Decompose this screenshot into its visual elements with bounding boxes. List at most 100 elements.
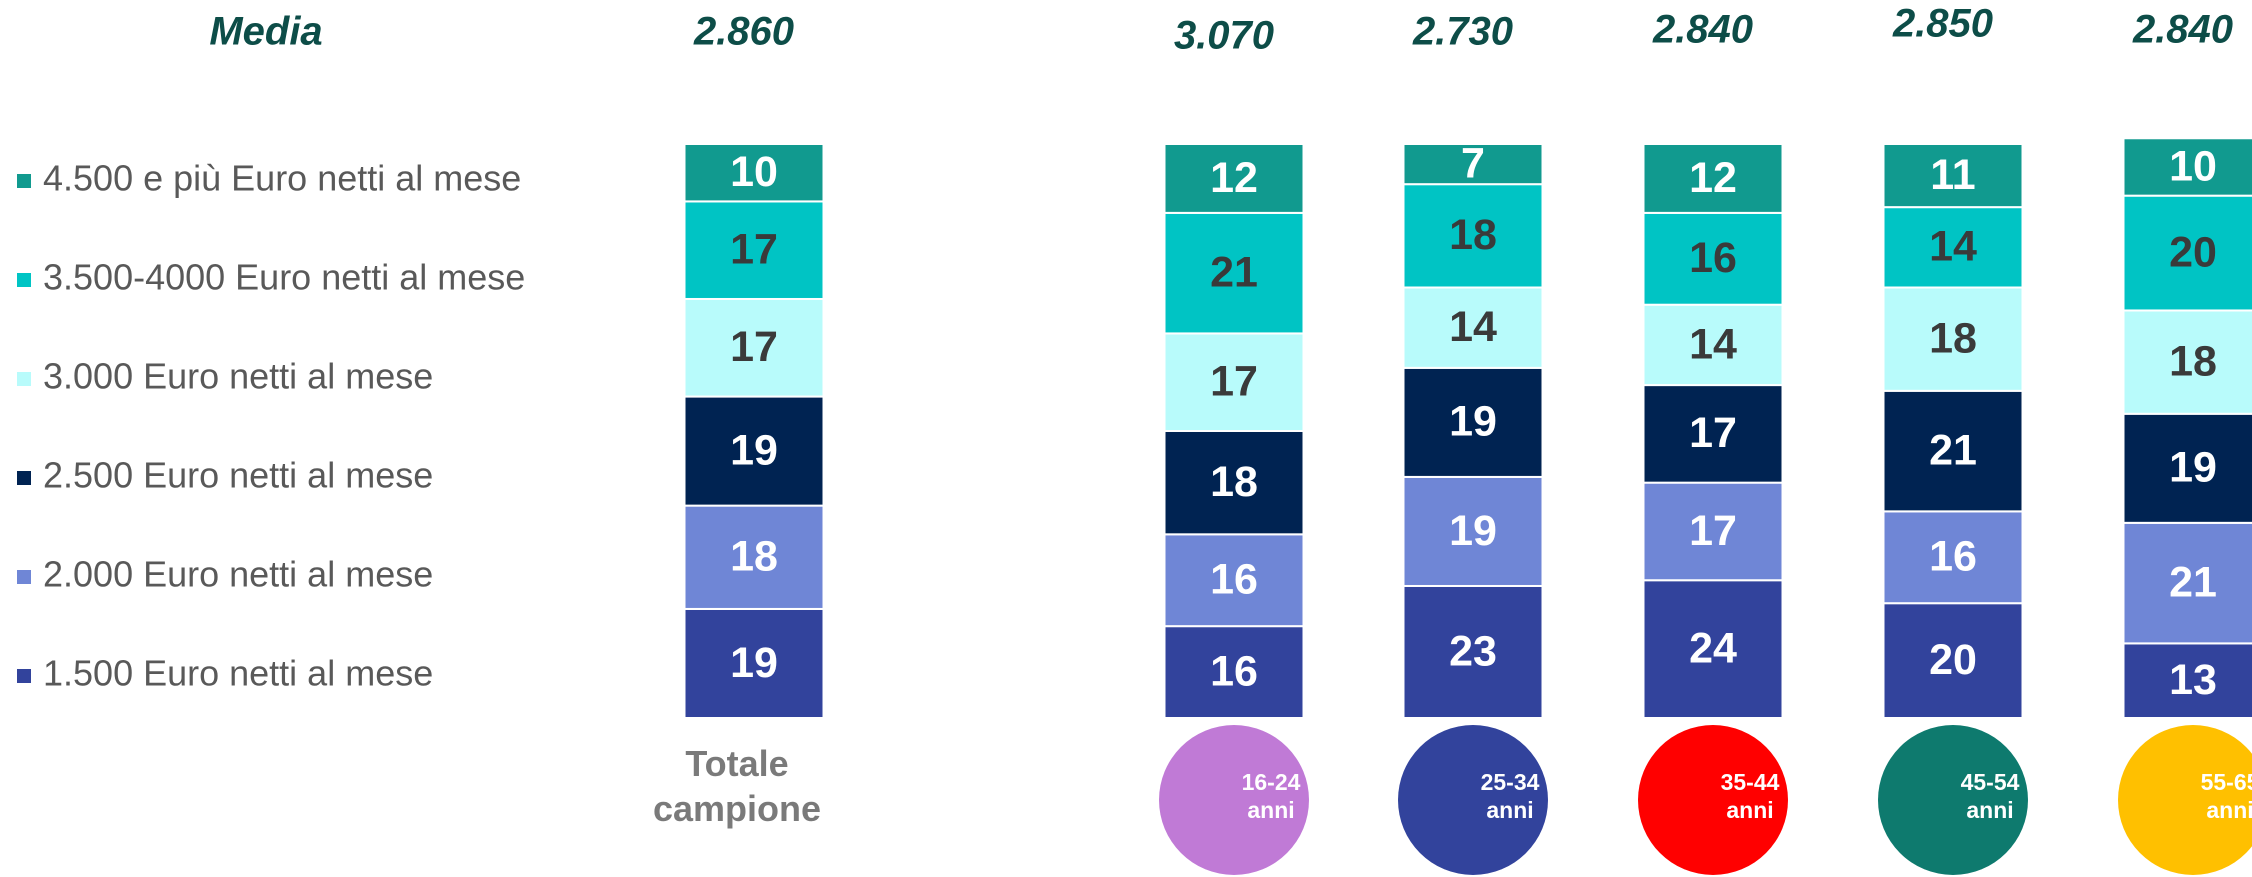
bar-label: 17 [730, 323, 778, 371]
bar-segment [1882, 206, 2024, 289]
category-label: 55-65anni [2201, 769, 2252, 823]
category-label: Totale campione [653, 743, 821, 829]
category-label: 16-24 anni [1242, 769, 1301, 823]
category-label: 35-44 anni [1721, 769, 1780, 823]
legend-label: 3.500-4000 Euro netti al mese [43, 257, 525, 298]
bar-segment [2122, 137, 2252, 197]
bar-segment [1402, 584, 1544, 719]
bar-segment [1882, 510, 2024, 605]
bar-segment [1642, 384, 1784, 484]
bar-label: 14 [1689, 320, 1737, 368]
bar-label: 21 [2169, 558, 2217, 606]
bar-segment [1882, 286, 2024, 392]
bar-segment [1163, 211, 1305, 335]
media-value: 2.840 [2132, 8, 2233, 52]
bar-segment [1882, 389, 2024, 513]
bar-segment [2122, 642, 2252, 720]
bar-label: 17 [1210, 358, 1258, 406]
bar-label: 19 [1449, 398, 1497, 446]
bar-label: 10 [730, 148, 778, 196]
bar-label: 23 [1449, 627, 1497, 675]
bar-segment [683, 143, 825, 203]
legend-label: 3.000 Euro netti al mese [43, 356, 433, 397]
legend-swatch [17, 372, 31, 386]
bar-segment [1642, 579, 1784, 719]
category-label-line: anni [1486, 797, 1533, 823]
legend-swatch [17, 669, 31, 683]
bar-segment [1402, 183, 1544, 289]
bar-label: 19 [730, 639, 778, 687]
bar-label: 14 [1449, 303, 1497, 351]
bar-segment [1642, 303, 1784, 387]
bar-label: 10 [2169, 142, 2217, 190]
media-title: Media [209, 10, 322, 54]
bar-label: 19 [2169, 444, 2217, 492]
bar-segment [683, 607, 825, 719]
bar-segment [2122, 412, 2252, 524]
category-badge [1398, 725, 1548, 875]
category-badge [1638, 725, 1788, 875]
bar-segment [1163, 430, 1305, 536]
media-value: 2.730 [1412, 10, 1513, 54]
legend-swatch [17, 570, 31, 584]
category-label-line: anni [2206, 797, 2252, 823]
bar-label: 16 [1929, 533, 1977, 581]
category-label-line: 25-34 [1481, 769, 1540, 795]
media-value: 2.850 [1892, 2, 1993, 46]
category-label-line: 55-65 [2201, 769, 2252, 795]
category-label-line: campione [653, 788, 821, 829]
category-label-line: anni [1247, 797, 1294, 823]
bar-segment [1882, 602, 2024, 720]
bar-label: 11 [1930, 151, 1975, 199]
legend-label: 2.500 Euro netti al mese [43, 455, 433, 496]
bar-label: 19 [730, 426, 778, 474]
bar-label: 17 [1689, 507, 1737, 555]
bar-label: 12 [1210, 154, 1258, 202]
category-label-line: Totale [685, 743, 788, 784]
bar-label: 18 [1210, 458, 1258, 506]
category-label-line: 45-54 [1961, 769, 2020, 795]
bar-segment [1402, 475, 1544, 587]
category-label-line: 16-24 [1242, 769, 1301, 795]
bar-label: 16 [1689, 234, 1737, 282]
category-label: 45-54 anni [1961, 769, 2020, 823]
bar-label: 19 [1449, 507, 1497, 555]
legend-swatch [17, 174, 31, 188]
bar-label: 21 [1929, 426, 1977, 474]
bar-label: 21 [1210, 249, 1258, 297]
bar-label: 13 [2169, 656, 2217, 704]
bar-segment [683, 504, 825, 610]
bar-segment [1163, 625, 1305, 719]
media-value: 2.840 [1652, 8, 1753, 52]
bar-label: 7 [1461, 139, 1485, 187]
bar-segment [1163, 533, 1305, 628]
media-value: 3.070 [1174, 14, 1274, 58]
bar-label: 14 [1929, 223, 1977, 271]
bar-label: 16 [1210, 647, 1258, 695]
legend-label: 1.500 Euro netti al mese [43, 653, 433, 694]
bar-segment [1402, 366, 1544, 478]
category-label: 25-34 anni [1481, 769, 1540, 823]
bar-label: 16 [1210, 556, 1258, 604]
legend-swatch [17, 273, 31, 287]
bar-segment [1642, 143, 1784, 214]
bar-label: 12 [1689, 154, 1737, 202]
bar-segment [2122, 521, 2252, 645]
category-label-line: 35-44 [1721, 769, 1780, 795]
bar-label: 17 [730, 226, 778, 274]
bar-label: 18 [730, 533, 778, 581]
bar-segment [683, 200, 825, 300]
bar-label: 18 [1449, 211, 1497, 259]
bar-segment [1882, 143, 2024, 209]
bar-segment [1642, 211, 1784, 306]
bar-label: 24 [1689, 624, 1737, 672]
bar-label: 18 [1929, 315, 1977, 363]
bar-segment [1642, 481, 1784, 582]
bar-segment [1402, 143, 1544, 186]
media-value: 2.860 [693, 10, 794, 54]
legend-swatch [17, 471, 31, 485]
category-label-line: anni [1726, 797, 1773, 823]
bar-segment [2122, 309, 2252, 415]
bar-label: 20 [1929, 636, 1977, 684]
bar-segment [1163, 332, 1305, 433]
